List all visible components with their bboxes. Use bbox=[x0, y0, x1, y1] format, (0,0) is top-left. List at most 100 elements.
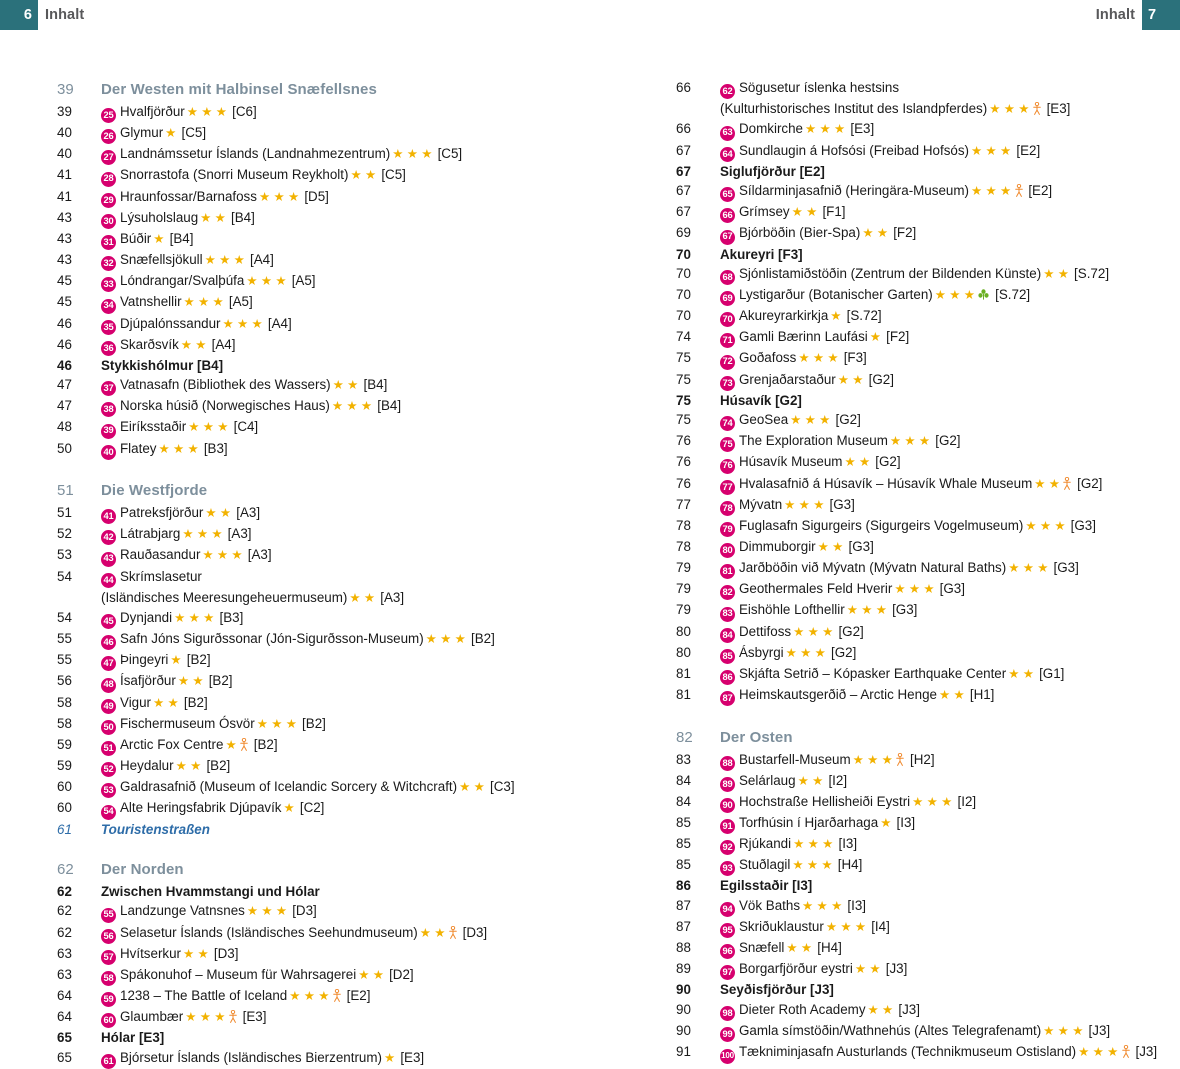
map-grid-ref: [A4] bbox=[211, 336, 236, 352]
star-rating: ★ ★ bbox=[862, 226, 889, 241]
toc-entry[interactable]: 66 63 Domkirche ★ ★ ★ [E3] bbox=[676, 119, 1180, 141]
star-rating: ★ ★ bbox=[938, 688, 966, 703]
toc-entry[interactable]: 85 93 Stuðlagil ★ ★ ★ [H4] bbox=[676, 855, 1180, 877]
toc-entry[interactable]: 45 34 Vatnshellir ★ ★ ★ [A5] bbox=[57, 292, 590, 314]
toc-entry[interactable]: 41 29 Hraunfossar/Barnafoss ★ ★ ★ [D5] bbox=[57, 187, 590, 208]
toc-entry[interactable]: 75 72 Goðafoss ★ ★ ★ [F3] bbox=[676, 348, 1180, 370]
toc-entry[interactable]: 51 41 Patreksfjörður ★ ★ [A3] bbox=[57, 503, 590, 525]
toc-entry[interactable]: 39 25 Hvalfjörður ★ ★ ★ [C6] bbox=[57, 102, 590, 124]
toc-entry[interactable]: 43 31 Búðir ★ [B4] bbox=[57, 229, 590, 251]
toc-entry[interactable]: 79 81 Jarðböðin við Mývatn (Mývatn Natural… bbox=[676, 558, 1180, 580]
toc-subheading[interactable]: 65 Hólar [E3] bbox=[57, 1028, 590, 1047]
toc-entry[interactable]: 87 95 Skriðuklaustur ★ ★ ★ [I4] bbox=[676, 917, 1180, 939]
toc-entry[interactable]: 76 75 The Exploration Museum ★ ★ ★ [G2] bbox=[676, 431, 1180, 453]
toc-subheading[interactable]: 70 Akureyri [F3] bbox=[676, 245, 1180, 264]
toc-entry[interactable]: 47 38 Norska húsið (Norwegisches Haus) ★ ★ … bbox=[57, 396, 590, 418]
toc-entry[interactable]: 64 60 Glaumbær ★ ★ ★ [E3] bbox=[57, 1007, 590, 1029]
toc-entry[interactable]: 85 92 Rjúkandi ★ ★ ★ [I3] bbox=[676, 834, 1180, 856]
toc-entry[interactable]: 84 90 Hochstraße Hellisheiði Eystri ★ ★ ★ [… bbox=[676, 792, 1180, 814]
toc-entry[interactable]: 91 100 Tækniminjasafn Austurlands (Technik… bbox=[676, 1042, 1180, 1064]
toc-subheading[interactable]: 62 Zwischen Hvammstangi und Hólar bbox=[57, 882, 590, 901]
toc-entry[interactable]: 85 91 Torfhúsin í Hjarðarhaga ★ [I3] bbox=[676, 813, 1180, 835]
toc-subheading[interactable]: 90 Seyðisfjörður [J3] bbox=[676, 980, 1180, 999]
toc-entry[interactable]: 77 78 Mývatn ★ ★ ★ [G3] bbox=[676, 495, 1180, 516]
toc-entry[interactable]: 66 62 Sögusetur íslenka hestsins bbox=[676, 78, 1180, 100]
toc-entry[interactable]: 52 42 Látrabjarg ★ ★ ★ [A3] bbox=[57, 524, 590, 546]
person-icon bbox=[1063, 476, 1072, 490]
toc-entry[interactable]: 87 94 Vök Baths ★ ★ ★ [I3] bbox=[676, 896, 1180, 917]
toc-entry[interactable]: 55 46 Safn Jóns Sigurðssonar (Jón-Sigurðss… bbox=[57, 629, 590, 651]
toc-entry[interactable]: 75 73 Grenjaðarstaður ★ ★ [G2] bbox=[676, 370, 1180, 391]
toc-entry[interactable]: 58 50 Fischermuseum Ósvör ★ ★ ★ [B2] bbox=[57, 714, 590, 735]
toc-entry[interactable]: 64 59 1238 – The Battle of Iceland ★ ★ ★ [E… bbox=[57, 986, 590, 1008]
toc-entry[interactable]: 67 64 Sundlaugin á Hofsósi (Freibad Hofsós… bbox=[676, 141, 1180, 162]
toc-entry[interactable]: 81 86 Skjáfta Setrið – Kópasker Earthquake… bbox=[676, 664, 1180, 686]
toc-entry[interactable]: 48 39 Eiríksstaðir ★ ★ ★ [C4] bbox=[57, 417, 590, 439]
toc-entry[interactable]: 43 30 Lýsuholslaug ★ ★ [B4] bbox=[57, 208, 590, 229]
toc-entry[interactable]: 80 84 Dettifoss ★ ★ ★ [G2] bbox=[676, 622, 1180, 643]
toc-entry[interactable]: 59 52 Heydalur ★ ★ [B2] bbox=[57, 756, 590, 778]
star-rating: ★ ★ bbox=[854, 962, 881, 977]
toc-entry[interactable]: 90 99 Gamla símstöðin/Wathnehús (Altes Tel… bbox=[676, 1021, 1180, 1043]
toc-entry[interactable]: 67 65 Síldarminjasafnið (Heringära-Museum)… bbox=[676, 181, 1180, 203]
map-grid-ref: [I3] bbox=[838, 836, 858, 852]
person-icon bbox=[333, 988, 341, 1002]
toc-entry[interactable]: 70 68 Sjónlistamiðstöðin (Zentrum der Bild… bbox=[676, 264, 1180, 285]
toc-entry[interactable]: 89 97 Borgarfjörður eystri ★ ★ [J3] bbox=[676, 959, 1180, 981]
toc-entry[interactable]: 62 55 Landzunge Vatnsnes ★ ★ ★ [D3] bbox=[57, 901, 590, 923]
toc-entry[interactable]: 75 74 GeoSea ★ ★ ★ [G2] bbox=[676, 410, 1180, 432]
map-grid-ref: [H4] bbox=[817, 940, 842, 956]
toc-entry[interactable]: 55 47 Þingeyri ★ [B2] bbox=[57, 650, 590, 672]
toc-entry[interactable]: 70 69 Lystigarður (Botanischer Garten) ★ ★ … bbox=[676, 285, 1180, 307]
toc-entry[interactable]: 67 66 Grímsey ★ ★ [F1] bbox=[676, 202, 1180, 224]
toc-entry[interactable]: 60 54 Alte Heringsfabrik Djúpavík ★ [C2] bbox=[57, 798, 590, 820]
toc-entry[interactable]: 54 44 Skrímslasetur bbox=[57, 567, 590, 588]
toc-entry-continuation[interactable]: (Kulturhistorisches Institut des Islandp… bbox=[676, 99, 1180, 119]
toc-entry[interactable]: 45 33 Lóndrangar/Svalþúfa ★ ★ ★ [A5] bbox=[57, 271, 590, 293]
toc-entry[interactable]: 88 96 Snæfell ★ ★ [H4] bbox=[676, 938, 1180, 960]
toc-entry[interactable]: 41 28 Snorrastofa (Snorri Museum Reykholt)… bbox=[57, 165, 590, 187]
toc-entry[interactable]: 74 71 Gamli Bærinn Laufási ★ [F2] bbox=[676, 327, 1180, 349]
star-rating: ★ ★ bbox=[1043, 266, 1070, 281]
toc-subheading[interactable]: 75 Húsavík [G2] bbox=[676, 391, 1180, 410]
toc-subheading[interactable]: 67 Siglufjörður [E2] bbox=[676, 162, 1180, 181]
toc-entry[interactable]: 84 89 Selárlaug ★ ★ [I2] bbox=[676, 771, 1180, 792]
toc-subheading[interactable]: 46 Stykkishólmur [B4] bbox=[57, 356, 590, 375]
toc-entry[interactable]: 79 83 Eishöhle Lofthellir ★ ★ ★ [G3] bbox=[676, 600, 1180, 622]
toc-entry[interactable]: 46 36 Skarðsvík ★ ★ [A4] bbox=[57, 335, 590, 356]
toc-entry[interactable]: 53 43 Rauðasandur ★ ★ ★ [A3] bbox=[57, 545, 590, 567]
entry-body: 33 Lóndrangar/Svalþúfa ★ ★ ★ [A5] bbox=[101, 271, 590, 293]
toc-entry[interactable]: 65 61 Bjórsetur Íslands (Isländisches Bier… bbox=[57, 1048, 590, 1069]
toc-entry[interactable]: 50 40 Flatey ★ ★ ★ [B3] bbox=[57, 439, 590, 460]
toc-entry[interactable]: 90 98 Dieter Roth Academy ★ ★ [J3] bbox=[676, 1000, 1180, 1021]
toc-entry[interactable]: 40 26 Glymur ★ [C5] bbox=[57, 123, 590, 145]
toc-entry[interactable]: 63 58 Spákonuhof – Museum für Wahrsagerei ★… bbox=[57, 965, 590, 987]
toc-entry[interactable]: 47 37 Vatnasafn (Bibliothek des Wassers) ★ … bbox=[57, 375, 590, 397]
entry-title: Hvalasafnið á Húsavík – Húsavík Whale Mu… bbox=[739, 475, 1033, 491]
toc-entry[interactable]: 70 70 Akureyrarkirkja ★ [S.72] bbox=[676, 306, 1180, 328]
toc-entry[interactable]: 54 45 Dynjandi ★ ★ ★ [B3] bbox=[57, 608, 590, 630]
toc-entry[interactable]: 56 48 Ísafjörður ★ ★ [B2] bbox=[57, 671, 590, 693]
toc-entry[interactable]: 76 76 Húsavík Museum ★ ★ [G2] bbox=[676, 452, 1180, 474]
toc-entry[interactable]: 58 49 Vigur ★ ★ [B2] bbox=[57, 693, 590, 714]
toc-entry[interactable]: 59 51 Arctic Fox Centre ★ [B2] bbox=[57, 735, 590, 757]
entry-title: Torfhúsin í Hjarðarhaga bbox=[739, 815, 879, 831]
toc-entry[interactable]: 78 79 Fuglasafn Sigurgeirs (Sigurgeirs Vog… bbox=[676, 516, 1180, 537]
toc-entry[interactable]: 81 87 Heimskautsgerðið – Arctic Henge ★ ★ [… bbox=[676, 685, 1180, 707]
toc-entry[interactable]: 69 67 Bjórböðin (Bier-Spa) ★ ★ [F2] bbox=[676, 223, 1180, 245]
toc-subheading[interactable]: 86 Egilsstaðir [I3] bbox=[676, 876, 1180, 895]
toc-entry[interactable]: 80 85 Ásbyrgi ★ ★ ★ [G2] bbox=[676, 643, 1180, 664]
toc-entry[interactable]: 63 57 Hvítserkur ★ ★ [D3] bbox=[57, 944, 590, 965]
toc-entry[interactable]: 43 32 Snæfellsjökull ★ ★ ★ [A4] bbox=[57, 250, 590, 272]
toc-entry[interactable]: 46 35 Djúpalónssandur ★ ★ ★ [A4] bbox=[57, 314, 590, 335]
toc-entry[interactable]: 40 27 Landnámssetur Íslands (Landnahmezent… bbox=[57, 144, 590, 166]
toc-special-entry[interactable]: 61 Touristenstraßen bbox=[57, 820, 590, 839]
map-grid-ref: [G3] bbox=[829, 496, 855, 512]
toc-entry[interactable]: 62 56 Selasetur Íslands (Isländisches Seeh… bbox=[57, 923, 590, 944]
toc-entry[interactable]: 83 88 Bustarfell-Museum ★ ★ ★ [H2] bbox=[676, 750, 1180, 771]
toc-entry[interactable]: 79 82 Geothermales Feld Hverir ★ ★ ★ [G3] bbox=[676, 579, 1180, 601]
toc-entry-continuation[interactable]: (Isländisches Meeresungeheuermuseum) ★ ★ … bbox=[57, 588, 590, 608]
toc-entry[interactable]: 60 53 Galdrasafnið (Museum of Icelandic So… bbox=[57, 777, 590, 799]
toc-entry[interactable]: 76 77 Hvalasafnið á Húsavík – Húsavík Whal… bbox=[676, 474, 1180, 495]
toc-entry[interactable]: 78 80 Dimmuborgir ★ ★ [G3] bbox=[676, 537, 1180, 559]
